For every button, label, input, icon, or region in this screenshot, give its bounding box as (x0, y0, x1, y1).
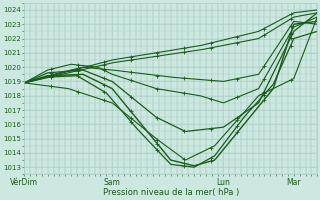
X-axis label: Pression niveau de la mer( hPa ): Pression niveau de la mer( hPa ) (103, 188, 239, 197)
